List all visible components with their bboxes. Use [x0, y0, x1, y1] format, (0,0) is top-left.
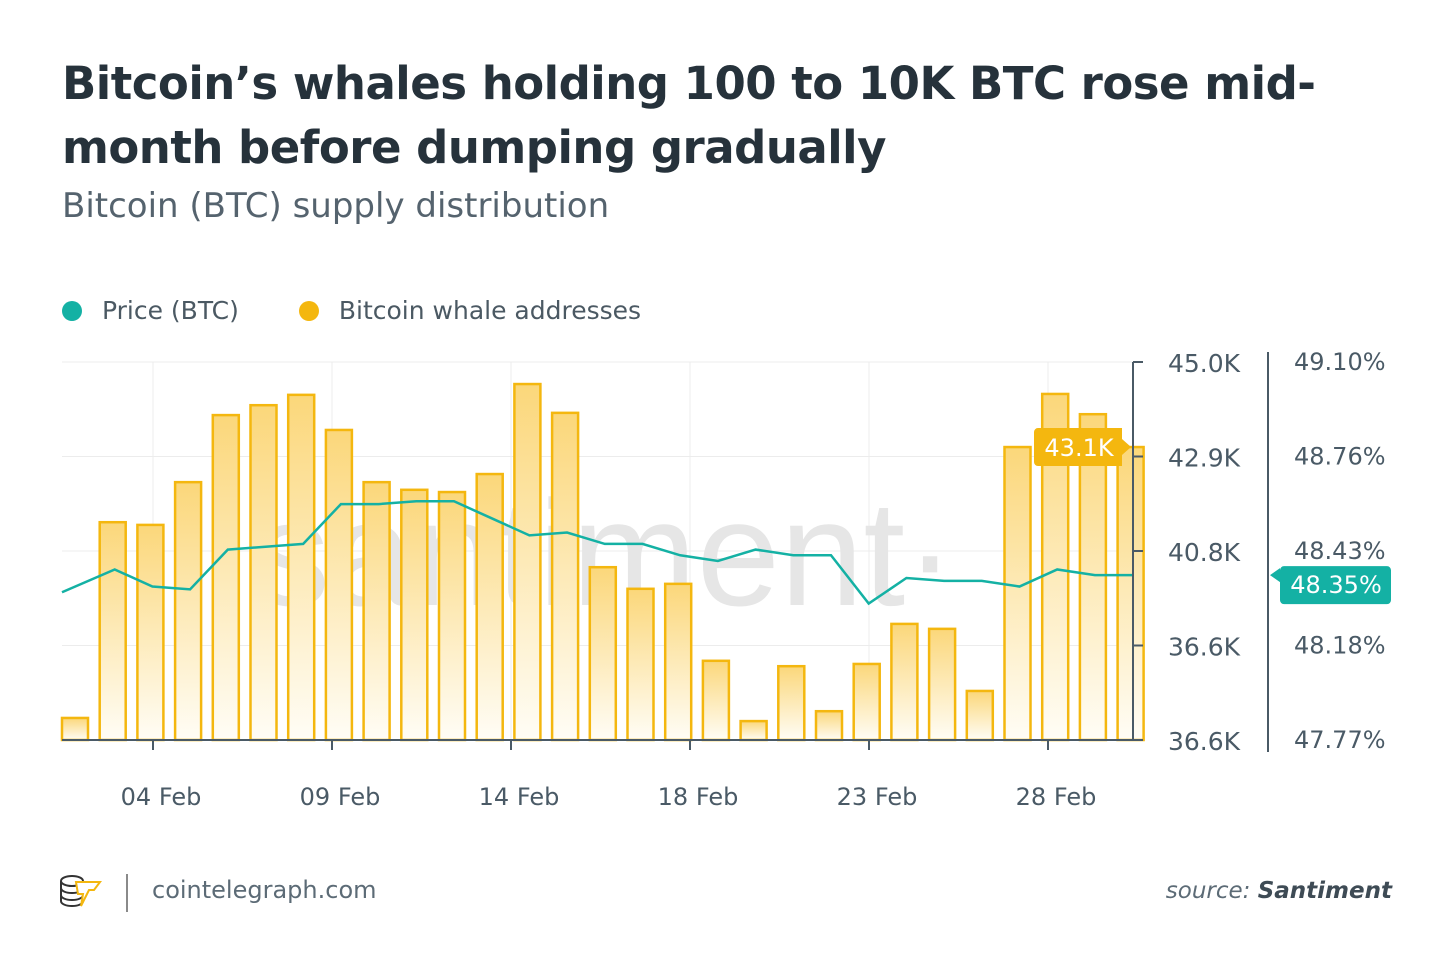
current-price-label: 48.35%	[1290, 571, 1382, 599]
bar	[324, 428, 354, 742]
legend-item-price: Price (BTC)	[62, 296, 239, 325]
bar	[1116, 445, 1145, 742]
legend-dot-whales	[298, 300, 319, 321]
bar	[588, 565, 618, 742]
legend-label-whales: Bitcoin whale addresses	[338, 296, 642, 325]
legend-item-whales: Bitcoin whale addresses	[298, 296, 642, 325]
bar	[814, 709, 844, 742]
chart-title: Bitcoin’s whales holding 100 to 10K BTC …	[62, 57, 1316, 174]
left-axis-label: 40.8K	[1168, 538, 1241, 567]
bar	[550, 411, 580, 742]
current-whales-label: 43.1K	[1044, 434, 1114, 462]
bar	[60, 716, 90, 742]
bar	[362, 480, 391, 742]
watermark: ·santiment·	[205, 469, 955, 637]
x-axis-label: 09 Feb	[300, 783, 381, 811]
bar	[513, 382, 542, 742]
legend: Price (BTC) Bitcoin whale addresses	[62, 296, 641, 325]
left-axis-label: 42.9K	[1168, 444, 1241, 473]
bar	[701, 659, 731, 742]
bar	[890, 622, 919, 742]
right-axis-label: 48.76%	[1294, 443, 1386, 471]
bar	[1003, 445, 1032, 742]
legend-label-price: Price (BTC)	[102, 296, 239, 325]
bar	[173, 480, 203, 742]
bar	[249, 403, 278, 742]
x-axis-label: 18 Feb	[658, 783, 739, 811]
left-axis-label: 36.6K	[1168, 633, 1241, 662]
x-axis-label: 04 Feb	[121, 783, 202, 811]
chart-subtitle: Bitcoin (BTC) supply distribution	[62, 186, 610, 226]
right-axis-label: 47.77%	[1294, 726, 1386, 754]
left-axis-label: 45.0K	[1168, 349, 1241, 378]
bar	[1078, 412, 1108, 742]
current-price-badge	[1270, 566, 1391, 605]
bar	[400, 488, 429, 742]
legend-dot-price	[62, 300, 82, 321]
left-axis-label: 36.6K	[1168, 727, 1241, 756]
right-axis-label: 49.10%	[1294, 348, 1386, 376]
footer-site: cointelegraph.com	[152, 876, 377, 904]
bar	[626, 587, 655, 742]
bar	[739, 719, 768, 742]
footer-source: source: Santiment	[1166, 878, 1392, 904]
footer-divider	[126, 874, 128, 912]
x-axis-label: 14 Feb	[479, 783, 560, 811]
bar	[663, 582, 693, 742]
right-axis-label: 48.43%	[1294, 537, 1386, 565]
bar	[136, 523, 165, 742]
bar	[852, 662, 881, 742]
bar	[211, 413, 241, 742]
bar	[437, 490, 467, 742]
x-axis-label: 23 Feb	[837, 783, 918, 811]
source-name: Santiment	[1257, 878, 1392, 904]
right-axis-label: 48.18%	[1294, 632, 1386, 660]
source-label: source:	[1165, 878, 1251, 904]
bar	[965, 689, 995, 742]
bar	[98, 520, 127, 742]
bar	[286, 393, 316, 742]
bar	[927, 627, 957, 742]
x-axis-label: 28 Feb	[1016, 783, 1097, 811]
bar	[777, 664, 806, 742]
current-whales-badge	[1034, 428, 1131, 467]
